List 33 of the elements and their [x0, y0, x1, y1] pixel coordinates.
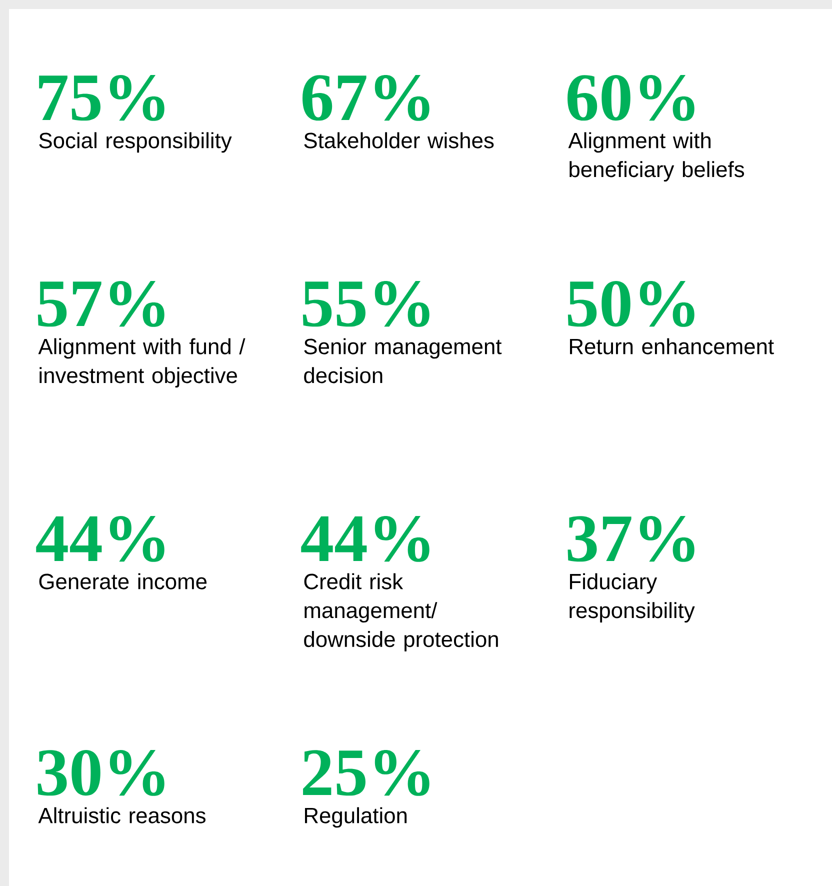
data-label: 37: [568, 516, 632, 562]
category-label: Regulation: [305, 807, 407, 828]
data-label: 44: [301, 516, 367, 562]
data-label: 30: [38, 750, 100, 796]
category-label: Return enhancement: [570, 338, 774, 354]
category-label: Fiduciary responsibility: [570, 573, 695, 623]
category-label: Alignment with beneficiary beliefs: [568, 132, 744, 182]
text: %: [110, 516, 164, 562]
text: %: [110, 74, 164, 121]
category-label: Credit risk management/ downside protection: [304, 573, 498, 652]
data-label: 60: [568, 74, 630, 121]
category-label: Altruistic reasons: [38, 807, 206, 824]
text: %: [374, 74, 430, 121]
data-label: 25: [303, 750, 366, 796]
data-label: 44: [36, 516, 102, 562]
category-label: Senior management decision: [304, 338, 502, 384]
data-label: 50: [568, 280, 630, 327]
category-label: Social responsibility: [39, 132, 232, 153]
text: %: [640, 74, 694, 121]
category-label: Stakeholder wishes: [304, 132, 494, 148]
text: %: [374, 280, 430, 327]
text: %: [374, 516, 430, 562]
category-label: Alignment with fund / investment objective: [38, 338, 246, 388]
text: %: [110, 280, 164, 327]
data-label: 67: [302, 75, 366, 121]
text: %: [640, 280, 694, 327]
data-label: 75: [39, 76, 100, 121]
text: %: [110, 750, 164, 796]
category-label: Generate income: [39, 573, 207, 590]
text: %: [374, 750, 430, 796]
data-label: 55: [302, 282, 366, 327]
data-label: 57: [38, 282, 102, 327]
text: %: [640, 516, 694, 562]
